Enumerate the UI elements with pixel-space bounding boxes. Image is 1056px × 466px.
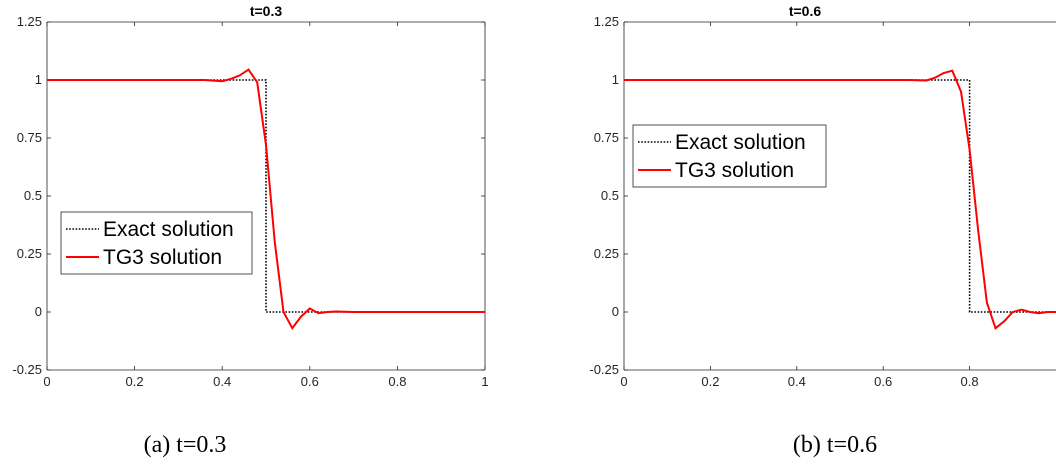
- y-tick-label: 1.25: [17, 14, 42, 29]
- x-tick-label: 0.8: [961, 374, 979, 389]
- series-tg3-solution-line: [624, 69, 1056, 330]
- y-tick-label: 1: [612, 72, 619, 87]
- y-tick-label: 0.75: [17, 130, 42, 145]
- y-tick-label: 0: [35, 304, 42, 319]
- x-tick-label: 0.6: [874, 374, 892, 389]
- y-tick-label: 0.25: [594, 246, 619, 261]
- series-exact-solution-line: [624, 79, 1056, 313]
- y-tick-label: 0.25: [17, 246, 42, 261]
- legend-label-tg3-solution: TG3 solution: [675, 159, 794, 182]
- caption-a: (a) t=0.3: [144, 432, 227, 458]
- x-tick-label: 1: [481, 374, 488, 389]
- plot-title: t=0.3: [250, 3, 283, 19]
- x-tick-label: 0.4: [788, 374, 806, 389]
- x-tick-label: 0.8: [388, 374, 406, 389]
- series-exact-solution-line: [47, 79, 485, 313]
- y-tick-label: 0.5: [601, 188, 619, 203]
- x-tick-label: 0: [620, 374, 627, 389]
- y-tick-label: 1: [35, 72, 42, 87]
- legend-label-tg3-solution: TG3 solution: [103, 246, 222, 269]
- x-tick-label: 0: [43, 374, 50, 389]
- x-tick-label: 0.4: [213, 374, 231, 389]
- legend-label-exact-solution: Exact solution: [675, 131, 806, 154]
- legend-label-exact-solution: Exact solution: [103, 218, 234, 241]
- x-tick-label: 0.2: [701, 374, 719, 389]
- axes-box: [46, 21, 486, 371]
- series-tg3-solution-line: [47, 68, 485, 331]
- plot-title: t=0.6: [789, 3, 822, 19]
- y-tick-label: 0.75: [594, 130, 619, 145]
- y-tick-label: 0.5: [24, 188, 42, 203]
- y-tick-label: -0.25: [589, 362, 619, 377]
- y-tick-label: 1.25: [594, 14, 619, 29]
- y-tick-label: -0.25: [12, 362, 42, 377]
- legend: Exact solution TG3 solution: [60, 211, 253, 275]
- legend: Exact solution TG3 solution: [632, 124, 827, 188]
- caption-b: (b) t=0.6: [793, 432, 877, 458]
- y-tick-label: 0: [612, 304, 619, 319]
- x-tick-label: 0.6: [301, 374, 319, 389]
- x-tick-label: 0.2: [126, 374, 144, 389]
